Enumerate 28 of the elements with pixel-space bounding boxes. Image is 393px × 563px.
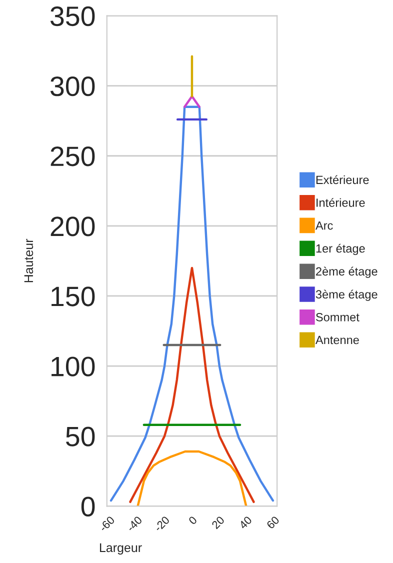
legend-label: Intérieure [316, 198, 365, 207]
legend-label: 2ème étage [316, 266, 378, 278]
legend-label: Arc [315, 221, 333, 230]
x-tick-label: 20 [211, 516, 225, 530]
line-series [110, 106, 274, 502]
line-series [136, 450, 248, 506]
legend-label: 1er étage [316, 244, 365, 255]
legend-label: Sommet [316, 312, 360, 322]
line-series [129, 266, 255, 504]
legend-label: Extérieure [316, 175, 369, 184]
legend-label: 3ème étage [316, 290, 378, 301]
y-axis-title: Hauteur [24, 238, 34, 282]
x-axis-title: Largeur [100, 543, 142, 555]
legend-label: Antenne [315, 336, 359, 344]
y-tick-label: 350 [50, 6, 95, 26]
y-tick-label: 150 [52, 286, 95, 306]
y-tick-label: 300 [50, 76, 95, 96]
y-tick-label: 250 [50, 146, 95, 166]
x-tick-label: 40 [238, 516, 252, 530]
y-tick-label: 100 [52, 356, 95, 376]
y-tick-label: 0 [81, 496, 95, 516]
x-tick-label: -60 [98, 516, 116, 532]
y-tick-label: 50 [66, 426, 95, 446]
y-tick-label: 200 [50, 216, 95, 236]
x-tick-label: 0 [188, 516, 198, 525]
x-tick-label: -20 [154, 516, 170, 532]
x-tick-label: -40 [126, 516, 143, 532]
x-tick-label: 60 [266, 516, 280, 530]
